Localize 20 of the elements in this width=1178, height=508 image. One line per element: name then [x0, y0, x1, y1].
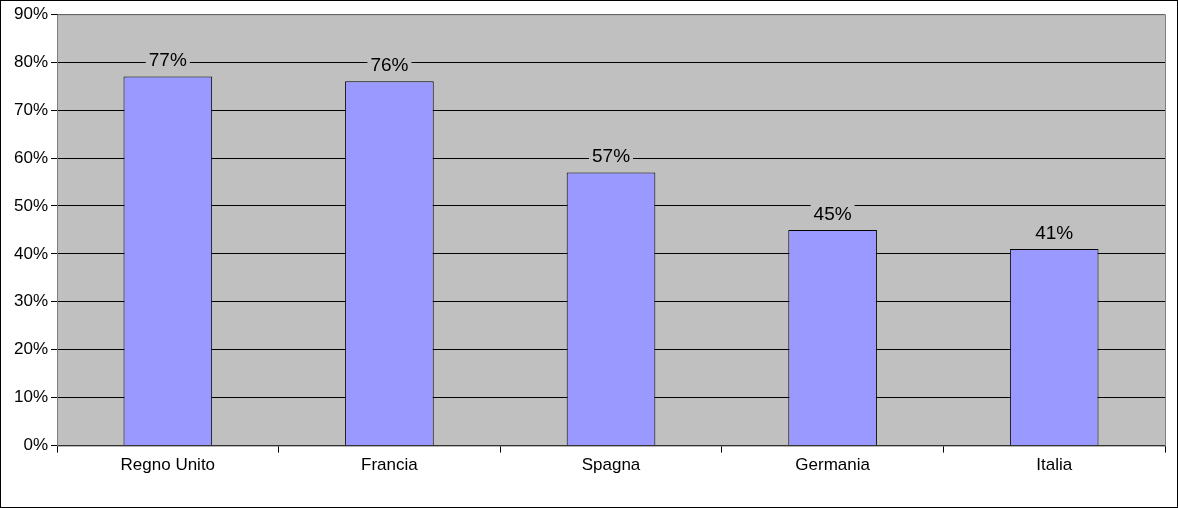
x-tick-label: Francia [361, 455, 419, 475]
y-tick-label: 20% [13, 339, 49, 359]
x-tick-label: Regno Unito [120, 455, 216, 475]
y-tick-label: 30% [13, 291, 49, 311]
data-label: 45% [813, 202, 852, 224]
data-label: 76% [370, 54, 409, 76]
y-tick-label: 80% [13, 51, 49, 71]
y-tick-label: 10% [13, 387, 49, 407]
x-tick-label: Germania [795, 455, 871, 475]
data-label: 77% [148, 49, 187, 71]
data-label: 57% [592, 145, 631, 167]
y-tick-label: 60% [13, 147, 49, 167]
x-tick-label: Spagna [581, 455, 641, 475]
y-tick-label: 70% [13, 99, 49, 119]
y-tick-label: 50% [13, 195, 49, 215]
y-tick-label: 0% [23, 435, 49, 455]
y-tick-label: 40% [13, 243, 49, 263]
y-tick-label: 90% [13, 3, 49, 23]
data-label: 41% [1035, 221, 1074, 243]
x-tick-label: Italia [1036, 455, 1073, 475]
